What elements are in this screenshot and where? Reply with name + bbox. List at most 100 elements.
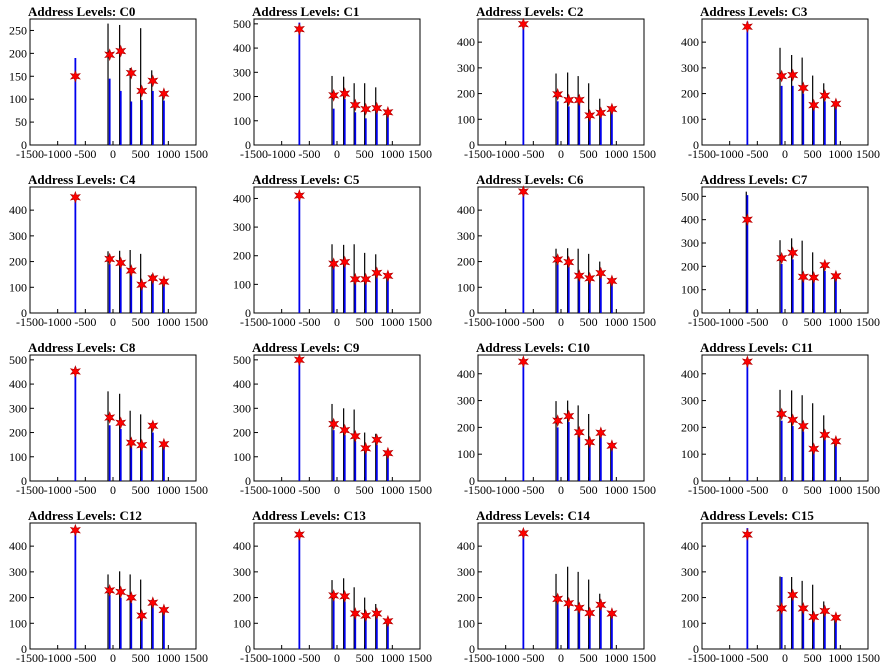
y-tick-label: 0	[693, 642, 699, 656]
peak-marker	[808, 610, 820, 624]
peak-marker	[328, 257, 340, 271]
y-tick-label: 100	[681, 283, 699, 297]
y-tick-label: 300	[681, 61, 699, 75]
peak-marker	[552, 592, 564, 606]
y-tick-label: 0	[693, 138, 699, 152]
y-tick-label: 300	[681, 394, 699, 408]
x-tick-label: -500	[522, 483, 544, 497]
x-tick-label: 0	[558, 483, 564, 497]
y-tick-label: 400	[9, 539, 27, 553]
peak-marker	[349, 607, 361, 620]
x-tick-label: 1500	[856, 315, 880, 329]
peak-marker	[69, 523, 81, 537]
peak-marker	[371, 266, 383, 280]
y-tick-label: 0	[693, 306, 699, 320]
x-tick-label: -1500	[688, 483, 716, 497]
y-tick-label: 300	[233, 565, 251, 579]
y-tick-label: 200	[457, 420, 475, 434]
panel-title: Address Levels: C15	[700, 508, 814, 523]
x-tick-label: -1500	[688, 651, 716, 665]
x-tick-label: -500	[746, 483, 768, 497]
panel-title: Address Levels: C0	[28, 4, 135, 19]
y-tick-label: 100	[9, 616, 27, 630]
x-tick-label: 0	[334, 651, 340, 665]
peak-marker	[787, 413, 799, 427]
x-tick-label: -1000	[716, 147, 744, 161]
peak-marker	[787, 68, 799, 82]
peak-marker	[563, 596, 575, 610]
y-tick-label: 0	[469, 642, 475, 656]
peak-marker	[741, 20, 753, 34]
x-tick-label: -500	[746, 147, 768, 161]
x-tick-label: 0	[558, 147, 564, 161]
panel-10: Address Levels: C10 0 100 200 300 400 -1500 -10…	[457, 340, 656, 497]
peak-marker	[819, 604, 831, 618]
peak-marker	[517, 17, 529, 31]
peak-marker	[371, 101, 383, 115]
peak-marker	[382, 105, 394, 119]
peak-marker	[595, 426, 607, 440]
y-tick-label: 300	[9, 401, 27, 415]
x-tick-label: 0	[782, 483, 788, 497]
x-tick-label: 1000	[380, 483, 404, 497]
x-tick-label: 0	[782, 147, 788, 161]
x-tick-label: 500	[580, 147, 598, 161]
peak-marker	[819, 258, 831, 272]
panel-title: Address Levels: C2	[476, 4, 583, 19]
x-tick-label: 0	[110, 483, 116, 497]
peak-marker	[136, 278, 148, 292]
panel-title: Address Levels: C3	[700, 4, 808, 19]
peak-marker	[339, 423, 351, 437]
x-tick-label: -1500	[16, 651, 44, 665]
peak-marker	[787, 246, 799, 260]
y-tick-label: 300	[457, 565, 475, 579]
peak-marker	[328, 589, 340, 602]
y-tick-label: 100	[457, 112, 475, 126]
x-tick-label: -1500	[688, 147, 716, 161]
peak-marker	[147, 74, 159, 88]
x-tick-label: 1000	[604, 651, 628, 665]
peak-marker	[573, 269, 585, 283]
x-tick-label: -500	[298, 651, 320, 665]
peak-marker	[595, 266, 607, 280]
y-tick-label: 400	[681, 213, 699, 227]
peak-marker	[349, 98, 361, 112]
panel-11: Address Levels: C11 0 100 200 300 400 -1500 -10…	[681, 340, 880, 497]
peak-marker	[830, 269, 842, 283]
y-tick-label: 0	[469, 306, 475, 320]
panel-6: Address Levels: C6 0 100 200 300 400 -1500 -100…	[457, 172, 656, 329]
peak-marker	[136, 438, 148, 452]
peak-marker	[563, 93, 575, 107]
x-tick-label: 500	[132, 147, 150, 161]
y-tick-label: 0	[469, 138, 475, 152]
y-tick-label: 200	[9, 591, 27, 605]
x-tick-label: 500	[132, 315, 150, 329]
y-tick-label: 0	[21, 474, 27, 488]
y-tick-label: 100	[233, 277, 251, 291]
y-tick-label: 300	[9, 565, 27, 579]
peak-marker	[125, 591, 137, 604]
panel-title: Address Levels: C4	[28, 172, 136, 187]
x-tick-label: 1000	[828, 315, 852, 329]
panel-title: Address Levels: C8	[28, 340, 136, 355]
peak-marker	[158, 87, 170, 101]
x-tick-label: -1500	[688, 315, 716, 329]
peak-marker	[573, 601, 585, 615]
x-tick-label: 1500	[408, 315, 432, 329]
peak-marker	[552, 253, 564, 266]
plot-frame	[701, 354, 869, 482]
plot-frame	[477, 186, 645, 314]
peak-marker	[115, 585, 127, 599]
plot-frame	[29, 522, 197, 650]
x-tick-label: 500	[132, 483, 150, 497]
x-tick-label: -1500	[464, 651, 492, 665]
peak-marker	[584, 271, 596, 285]
y-tick-label: 0	[245, 138, 251, 152]
peak-marker	[808, 98, 820, 112]
peak-marker	[517, 526, 529, 540]
panel-title: Address Levels: C14	[476, 508, 590, 523]
panel-title: Address Levels: C6	[476, 172, 584, 187]
peak-marker	[125, 264, 137, 277]
x-tick-label: 500	[804, 147, 822, 161]
peak-marker	[339, 255, 351, 269]
